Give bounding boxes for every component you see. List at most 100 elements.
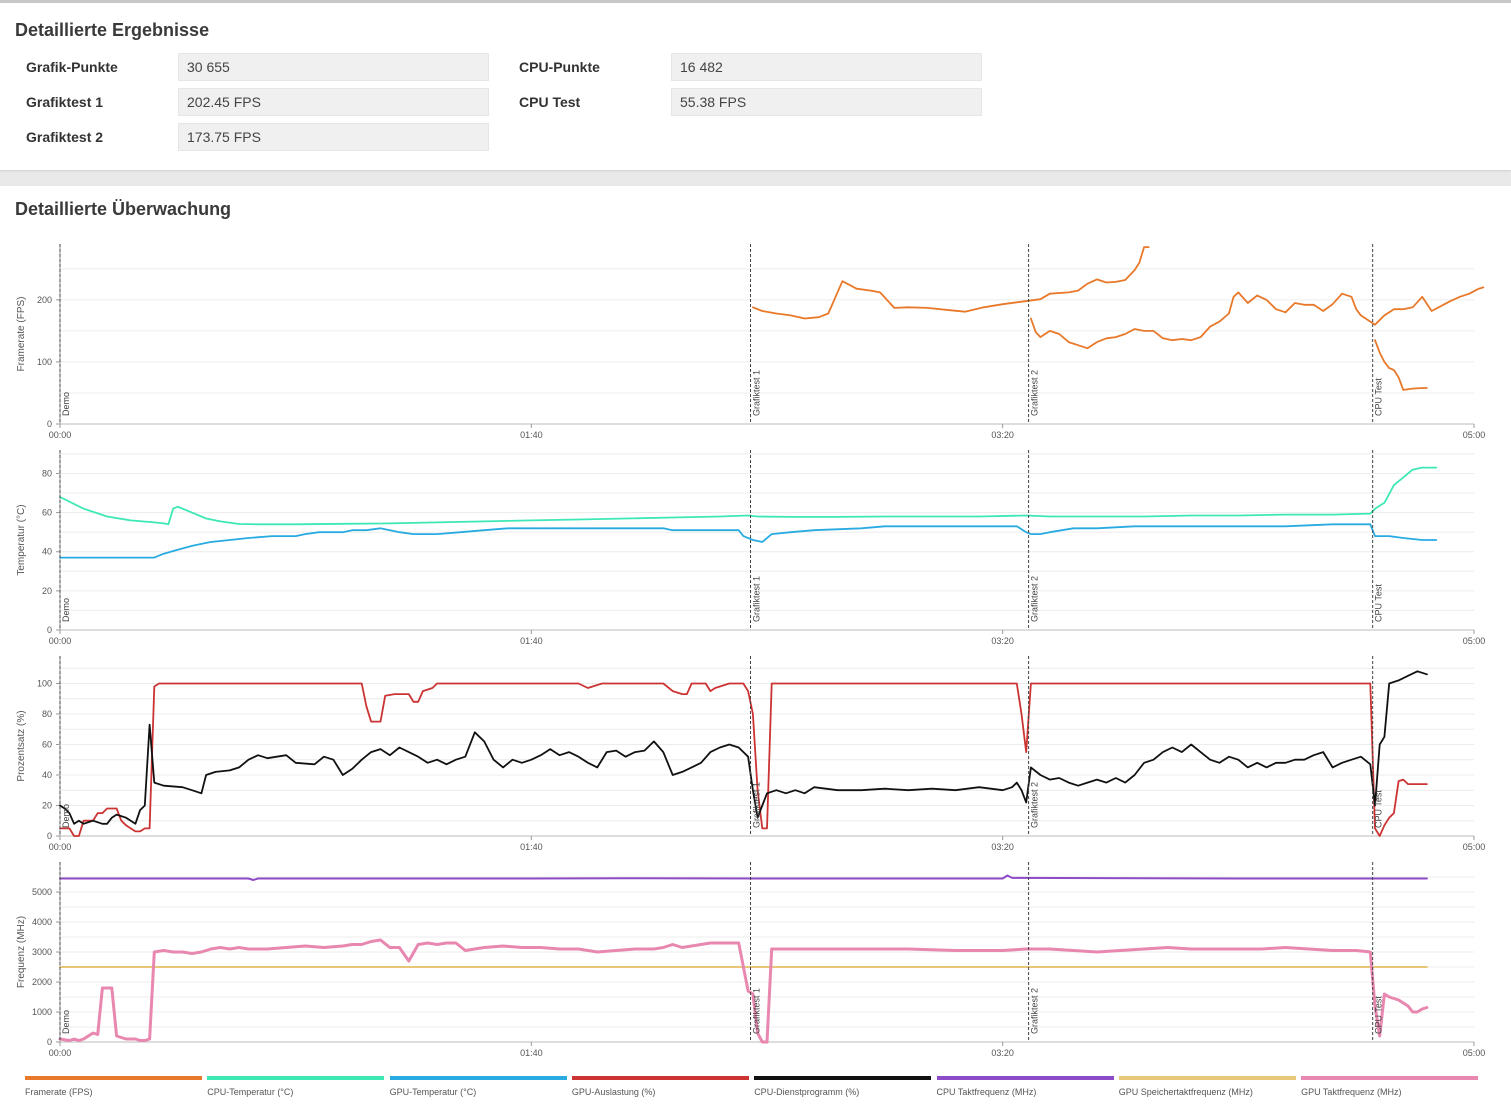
y-tick-label: 80 — [42, 468, 52, 478]
x-tick-label: 01:40 — [520, 1048, 543, 1058]
cpu-test-label: CPU Test — [519, 94, 581, 110]
cpu-score-label: CPU-Punkte — [519, 59, 600, 75]
y-tick-label: 60 — [42, 508, 52, 518]
results-title: Detaillierte Ergebnisse — [15, 20, 210, 40]
marker-label: CPU Test — [1374, 378, 1384, 416]
legend-item: GPU Taktfrequenz (MHz) — [1301, 1076, 1479, 1097]
graphics-test-2-value: 173.75 FPS — [178, 123, 489, 151]
x-tick-label: 00:00 — [49, 636, 72, 646]
legend-label: CPU-Temperatur (°C) — [207, 1087, 294, 1097]
y-tick-label: 0 — [47, 419, 52, 429]
x-tick-label: 01:40 — [520, 636, 543, 646]
series-line-cpu-temp — [59, 466, 1438, 526]
marker-label: Demo — [61, 804, 71, 828]
graphics-score-label: Grafik-Punkte — [26, 59, 118, 75]
series-line-framerate — [1374, 339, 1428, 391]
x-tick-label: 01:40 — [520, 430, 543, 440]
x-tick-label: 05:00 — [1463, 636, 1486, 646]
graphics-test-1-label: Grafiktest 1 — [26, 94, 104, 110]
y-tick-label: 5000 — [32, 887, 52, 897]
y-tick-label: 40 — [42, 770, 52, 780]
cpu-test-value: 55.38 FPS — [671, 88, 982, 116]
legend-item: CPU-Dienstprogramm (%) — [754, 1076, 932, 1097]
x-tick-label: 03:20 — [991, 430, 1014, 440]
x-tick-label: 05:00 — [1463, 1048, 1486, 1058]
y-tick-label: 200 — [37, 295, 52, 305]
marker-label: Grafiktest 2 — [1030, 370, 1040, 416]
marker-label: Grafiktest 1 — [752, 988, 762, 1034]
legend-swatch — [1301, 1076, 1479, 1080]
y-tick-label: 20 — [42, 800, 52, 810]
graphics-test-2-label: Grafiktest 2 — [26, 129, 104, 145]
marker-label: CPU Test — [1374, 790, 1384, 828]
y-tick-label: 100 — [37, 678, 52, 688]
y-axis-label: Framerate (FPS) — [16, 296, 27, 371]
marker-label: Grafiktest 2 — [1030, 988, 1040, 1034]
y-tick-label: 60 — [42, 739, 52, 749]
legend-item: CPU-Temperatur (°C) — [207, 1076, 385, 1097]
y-tick-label: 4000 — [32, 917, 52, 927]
marker-label: Demo — [61, 1010, 71, 1034]
marker-label: Demo — [61, 598, 71, 622]
legend-item: GPU-Temperatur (°C) — [389, 1076, 567, 1097]
legend-item: GPU-Auslastung (%) — [571, 1076, 749, 1097]
legend-label: Framerate (FPS) — [25, 1087, 93, 1097]
y-tick-label: 1000 — [32, 1007, 52, 1017]
series-line-gpu-temp — [59, 523, 1438, 559]
legend-item: CPU Taktfrequenz (MHz) — [936, 1076, 1114, 1097]
series-line-cpu-util — [59, 670, 1428, 825]
chart-panel-4: 0 1000 2000 3000 4000 5000 00:00 01:40 03:20 05:0… — [16, 862, 1485, 1058]
y-axis-label: Prozentsatz (%) — [16, 710, 27, 781]
chart-panel-3: 0 20 40 60 80 100 00:00 01:40 03:20 05:00 Prozents… — [16, 656, 1485, 852]
series-line-framerate — [1030, 286, 1485, 350]
marker-label: Grafiktest 2 — [1030, 782, 1040, 828]
legend-swatch — [936, 1076, 1114, 1080]
top-divider — [0, 0, 1511, 3]
x-tick-label: 00:00 — [49, 842, 72, 852]
y-tick-label: 80 — [42, 709, 52, 719]
marker-label: Grafiktest 1 — [752, 782, 762, 828]
y-tick-label: 0 — [47, 1037, 52, 1047]
legend-swatch — [571, 1076, 749, 1080]
series-line-cpu-clock — [59, 874, 1428, 881]
y-tick-label: 100 — [37, 357, 52, 367]
x-tick-label: 00:00 — [49, 430, 72, 440]
y-axis-label: Temperatur (°C) — [16, 504, 27, 575]
y-tick-label: 20 — [42, 586, 52, 596]
legend-label: GPU Taktfrequenz (MHz) — [1301, 1087, 1402, 1097]
graphics-score-value: 30 655 — [178, 53, 489, 81]
chart-panel-1: 0 100 200 00:00 01:40 03:20 05:00 Framerate (FP… — [16, 244, 1485, 440]
chart-panel-2: 0 20 40 60 80 00:00 01:40 03:20 05:00 Temperatur … — [16, 450, 1485, 646]
x-tick-label: 03:20 — [991, 1048, 1014, 1058]
x-tick-label: 03:20 — [991, 842, 1014, 852]
y-axis-label: Frequenz (MHz) — [16, 916, 27, 988]
legend-label: CPU-Dienstprogramm (%) — [754, 1087, 860, 1097]
y-tick-label: 40 — [42, 547, 52, 557]
x-tick-label: 03:20 — [991, 636, 1014, 646]
graphics-test-1-value: 202.45 FPS — [178, 88, 489, 116]
cpu-score-value: 16 482 — [671, 53, 982, 81]
y-tick-label: 0 — [47, 831, 52, 841]
legend-swatch — [1118, 1076, 1296, 1080]
marker-label: Demo — [61, 392, 71, 416]
legend-swatch — [25, 1076, 202, 1080]
legend-label: GPU-Temperatur (°C) — [389, 1087, 477, 1097]
monitoring-title: Detaillierte Überwachung — [15, 199, 232, 219]
series-line-gpu-load — [59, 682, 1428, 837]
x-tick-label: 00:00 — [49, 1048, 72, 1058]
marker-label: Grafiktest 2 — [1030, 576, 1040, 622]
x-tick-label: 05:00 — [1463, 430, 1486, 440]
legend-swatch — [207, 1076, 385, 1080]
legend-label: GPU Speichertaktfrequenz (MHz) — [1118, 1087, 1253, 1097]
series-line-framerate — [752, 246, 1150, 320]
marker-label: Grafiktest 1 — [752, 370, 762, 416]
legend-swatch — [754, 1076, 932, 1080]
monitoring-panel: Detaillierte Überwachung — [0, 186, 1511, 1115]
marker-label: CPU Test — [1374, 584, 1384, 622]
legend-swatch — [389, 1076, 567, 1080]
marker-label: CPU Test — [1374, 996, 1384, 1034]
y-tick-label: 3000 — [32, 947, 52, 957]
x-tick-label: 05:00 — [1463, 842, 1486, 852]
legend-item: GPU Speichertaktfrequenz (MHz) — [1118, 1076, 1296, 1097]
series-line-gpu-clock — [58, 938, 1429, 1044]
